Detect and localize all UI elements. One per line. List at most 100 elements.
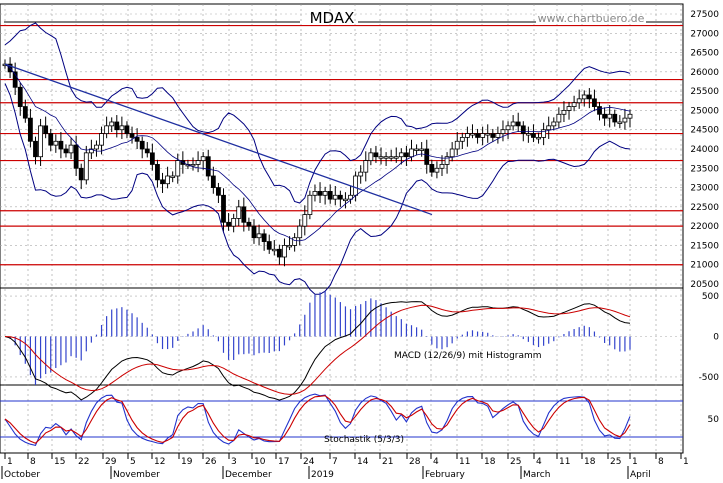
candle-body xyxy=(226,221,231,227)
stochastic-tick-label: 50 xyxy=(708,415,720,425)
candle-body xyxy=(348,194,353,200)
candle-body xyxy=(617,121,623,124)
candle-body xyxy=(576,98,582,104)
x-tick-label: 21 xyxy=(382,457,393,467)
candle-body xyxy=(38,125,43,158)
candle-body xyxy=(114,121,120,131)
price-tick-label: 22000 xyxy=(690,222,719,232)
candle-body xyxy=(210,175,216,188)
candle-body xyxy=(129,133,135,138)
price-tick-label: 20500 xyxy=(690,280,719,290)
candle-body xyxy=(160,179,165,185)
axes-layer: 1 8 15 22 29 5 12 19 26 3 10 17 24 7 14 21 28 4 11 18 25 4 11 1… xyxy=(1,10,720,480)
candle-body xyxy=(241,206,247,223)
candle-body xyxy=(68,144,74,154)
candle-body xyxy=(78,167,84,181)
price-tick-label: 23500 xyxy=(690,164,719,174)
stochastic-panel-frame xyxy=(0,384,684,454)
candle-body xyxy=(165,175,171,185)
stochastic-layer xyxy=(0,393,683,447)
candle-body xyxy=(144,148,150,154)
candle-body xyxy=(586,94,592,100)
candle-body xyxy=(464,133,470,138)
candle-body xyxy=(515,121,521,127)
x-tick-label: 28 xyxy=(409,457,421,467)
stochastic-k-line xyxy=(4,393,631,447)
candle-body xyxy=(597,106,602,115)
price-tick-label: 22500 xyxy=(690,203,719,213)
candle-body xyxy=(607,113,613,119)
candle-body xyxy=(353,175,359,196)
candle-body xyxy=(231,218,237,227)
candle-body xyxy=(592,98,597,107)
candle-body xyxy=(261,233,267,242)
candle-body xyxy=(531,133,536,138)
x-tick-label: 14 xyxy=(357,457,369,467)
candle-body xyxy=(94,144,99,150)
x-tick-label: 22 xyxy=(78,457,89,467)
candle-body xyxy=(170,175,176,178)
candle-body xyxy=(546,125,552,131)
bollinger-middle xyxy=(4,63,631,242)
candle-body xyxy=(236,206,242,219)
candle-body xyxy=(510,121,516,127)
price-tick-label: 21000 xyxy=(690,261,719,271)
macd-layer xyxy=(4,291,631,401)
macd-label: MACD (12/26/9) mit Histogramm xyxy=(394,351,542,361)
candle-body xyxy=(449,148,455,158)
x-tick-label: 18 xyxy=(484,457,496,467)
x-tick-label: 12 xyxy=(154,457,165,467)
candle-body xyxy=(424,148,430,165)
candle-body xyxy=(33,140,38,158)
candle-body xyxy=(383,156,389,159)
candle-body xyxy=(292,237,298,246)
candle-body xyxy=(343,198,348,202)
candle-body xyxy=(221,194,226,223)
x-tick-label: 26 xyxy=(205,457,217,467)
x-tick-label: 3 xyxy=(231,457,237,467)
candle-body xyxy=(246,221,252,227)
x-tick-label: 1 xyxy=(683,457,689,467)
macd-signal-line xyxy=(4,304,631,395)
price-tick-label: 27000 xyxy=(690,29,719,39)
candle-body xyxy=(271,248,277,252)
bollinger-upper xyxy=(4,22,631,204)
candle-body xyxy=(48,133,54,146)
candle-body xyxy=(22,106,28,119)
x-tick-label: 8 xyxy=(658,457,664,467)
x-tick-label: 17 xyxy=(278,457,289,467)
candle-body xyxy=(561,110,567,115)
watermark: www.chartbuero.de xyxy=(538,12,645,25)
candle-body xyxy=(205,156,211,177)
candle-body xyxy=(541,129,547,138)
candle-body xyxy=(327,191,333,200)
x-tick-label: 11 xyxy=(459,457,470,467)
price-tick-label: 24500 xyxy=(690,126,719,136)
candle-body xyxy=(627,113,633,119)
macd-line xyxy=(4,301,631,401)
candle-body xyxy=(317,191,323,196)
candle-body xyxy=(43,125,49,134)
price-tick-label: 25000 xyxy=(690,106,719,116)
candle-body xyxy=(470,133,475,136)
macd-tick-label: 0 xyxy=(713,333,719,343)
candle-body xyxy=(332,194,338,200)
x-tick-label: 1 xyxy=(632,457,638,467)
candle-body xyxy=(256,233,262,239)
chart-title: MDAX xyxy=(310,9,355,27)
candle-body xyxy=(388,156,394,159)
price-layer xyxy=(0,22,683,295)
price-tick-label: 26000 xyxy=(690,68,719,78)
candle-body xyxy=(251,225,257,239)
candle-body xyxy=(134,137,140,142)
candle-body xyxy=(109,121,115,127)
month-label: March xyxy=(523,470,550,479)
candle-body xyxy=(602,113,607,119)
price-tick-label: 25500 xyxy=(690,87,719,97)
month-label: February xyxy=(425,470,466,479)
candle-body xyxy=(566,106,572,111)
candle-body xyxy=(459,137,465,142)
candle-body xyxy=(282,245,287,258)
month-label: April xyxy=(630,470,651,479)
